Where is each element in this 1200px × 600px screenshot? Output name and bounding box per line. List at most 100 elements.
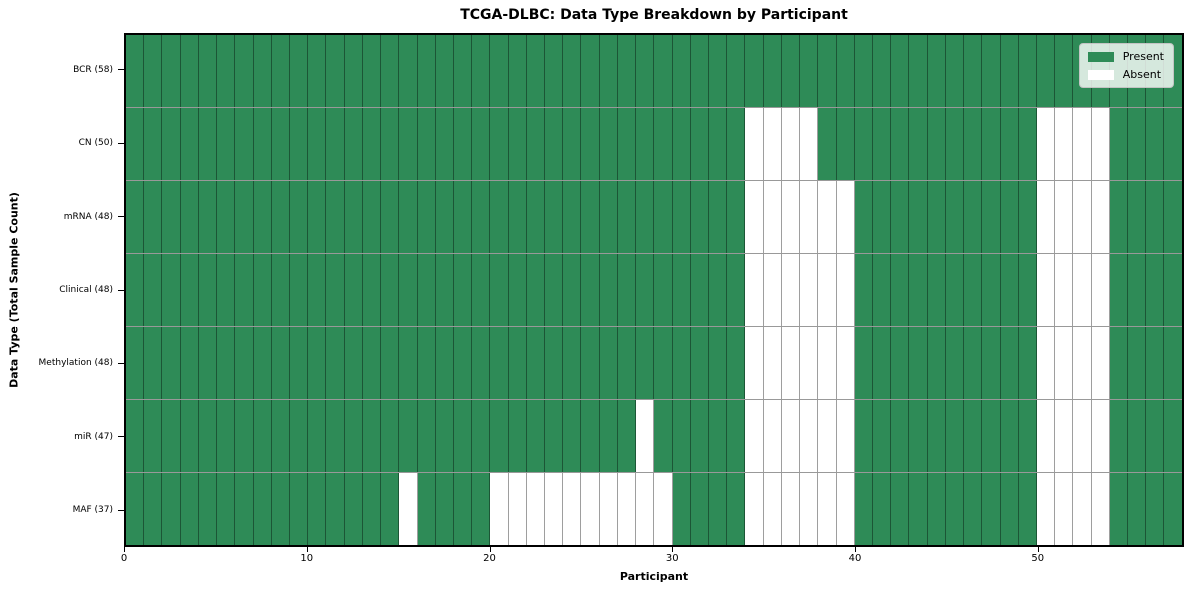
heatmap-cell bbox=[945, 181, 965, 253]
heatmap-cell bbox=[727, 327, 746, 399]
heatmap-cell bbox=[453, 400, 473, 472]
legend: Present Absent bbox=[1078, 43, 1174, 88]
heatmap-cell bbox=[472, 473, 491, 545]
heatmap-cell bbox=[1055, 108, 1074, 180]
heatmap-cell bbox=[344, 35, 363, 107]
x-axis-title: Participant bbox=[619, 570, 689, 583]
heatmap-cell bbox=[417, 327, 436, 399]
heatmap-cell bbox=[162, 108, 181, 180]
heatmap-cell bbox=[727, 108, 746, 180]
heatmap-cell bbox=[745, 181, 764, 253]
heatmap-cell bbox=[144, 181, 163, 253]
heatmap-cell bbox=[1128, 254, 1147, 326]
x-tick-mark bbox=[489, 547, 491, 552]
heatmap-cell bbox=[344, 254, 363, 326]
heatmap-cell bbox=[1073, 254, 1092, 326]
heatmap-cell bbox=[964, 327, 983, 399]
heatmap-cell bbox=[909, 473, 928, 545]
heatmap-row-Methylation bbox=[126, 327, 1182, 400]
heatmap-cell bbox=[854, 181, 873, 253]
heatmap-cell bbox=[326, 35, 345, 107]
heatmap-cell bbox=[945, 473, 965, 545]
heatmap-cell bbox=[763, 400, 782, 472]
heatmap-cell bbox=[289, 108, 309, 180]
heatmap-cell bbox=[144, 400, 163, 472]
heatmap-cell bbox=[599, 254, 618, 326]
heatmap-cell bbox=[891, 473, 910, 545]
heatmap-cell bbox=[271, 473, 290, 545]
heatmap-cell bbox=[563, 108, 582, 180]
heatmap-cell bbox=[198, 327, 218, 399]
heatmap-cell bbox=[927, 473, 946, 545]
heatmap-cell bbox=[709, 400, 728, 472]
heatmap-cell bbox=[144, 35, 163, 107]
heatmap-cell bbox=[945, 108, 965, 180]
heatmap-cell bbox=[599, 327, 618, 399]
y-tick-label-miR: miR (47) bbox=[74, 431, 113, 442]
heatmap-cell bbox=[162, 254, 181, 326]
heatmap-cell bbox=[162, 327, 181, 399]
heatmap-cell bbox=[818, 254, 837, 326]
heatmap-cell bbox=[180, 473, 199, 545]
heatmap-cell bbox=[253, 473, 272, 545]
heatmap-cell bbox=[599, 35, 618, 107]
heatmap-cell bbox=[654, 108, 673, 180]
heatmap-cell bbox=[891, 35, 910, 107]
heatmap-cell bbox=[1000, 254, 1019, 326]
heatmap-cell bbox=[381, 400, 400, 472]
y-tick-label-MAF: MAF (37) bbox=[72, 505, 113, 516]
heatmap-cell bbox=[745, 400, 764, 472]
heatmap-cell bbox=[453, 254, 473, 326]
heatmap-cell bbox=[709, 473, 728, 545]
heatmap-cell bbox=[872, 327, 892, 399]
heatmap-cell bbox=[435, 473, 454, 545]
heatmap-cell bbox=[326, 473, 345, 545]
heatmap-cell bbox=[435, 327, 454, 399]
heatmap-cell bbox=[872, 473, 892, 545]
heatmap-cell bbox=[800, 473, 819, 545]
y-tick-label-BCR: BCR (58) bbox=[73, 64, 113, 75]
heatmap-cell bbox=[1018, 35, 1037, 107]
heatmap-cell bbox=[271, 327, 290, 399]
heatmap-cell bbox=[144, 473, 163, 545]
heatmap-cell bbox=[818, 181, 837, 253]
heatmap-cell bbox=[836, 400, 855, 472]
heatmap-cell bbox=[1146, 181, 1165, 253]
heatmap-cell bbox=[308, 181, 327, 253]
heatmap-cell bbox=[508, 181, 527, 253]
heatmap-cell bbox=[326, 181, 345, 253]
heatmap-cell bbox=[198, 473, 218, 545]
heatmap-cell bbox=[964, 400, 983, 472]
heatmap-cell bbox=[217, 473, 236, 545]
heatmap-cell bbox=[854, 254, 873, 326]
heatmap-cell bbox=[308, 473, 327, 545]
heatmap-cell bbox=[636, 181, 655, 253]
heatmap-cell bbox=[617, 473, 637, 545]
heatmap-cell bbox=[1109, 327, 1129, 399]
heatmap-cell bbox=[1091, 473, 1110, 545]
heatmap-cell bbox=[126, 254, 145, 326]
heatmap-cell bbox=[763, 181, 782, 253]
heatmap-cell bbox=[453, 181, 473, 253]
heatmap-cell bbox=[1128, 400, 1147, 472]
heatmap-cell bbox=[362, 108, 382, 180]
heatmap-cell bbox=[417, 35, 436, 107]
heatmap-cell bbox=[727, 181, 746, 253]
heatmap-cell bbox=[599, 473, 618, 545]
heatmap-cell bbox=[818, 35, 837, 107]
heatmap-cell bbox=[636, 473, 655, 545]
heatmap-cell bbox=[945, 254, 965, 326]
heatmap-cell bbox=[891, 254, 910, 326]
heatmap-cell bbox=[709, 327, 728, 399]
heatmap-cell bbox=[545, 400, 564, 472]
heatmap-cell bbox=[891, 181, 910, 253]
x-tick-label-40: 40 bbox=[848, 553, 862, 564]
heatmap-cell bbox=[1036, 473, 1056, 545]
heatmap-cell bbox=[1091, 400, 1110, 472]
heatmap-cell bbox=[1055, 327, 1074, 399]
heatmap-cell bbox=[271, 254, 290, 326]
heatmap-cell bbox=[235, 108, 254, 180]
heatmap-cell bbox=[1164, 327, 1182, 399]
heatmap-cell bbox=[599, 108, 618, 180]
heatmap-cell bbox=[891, 108, 910, 180]
